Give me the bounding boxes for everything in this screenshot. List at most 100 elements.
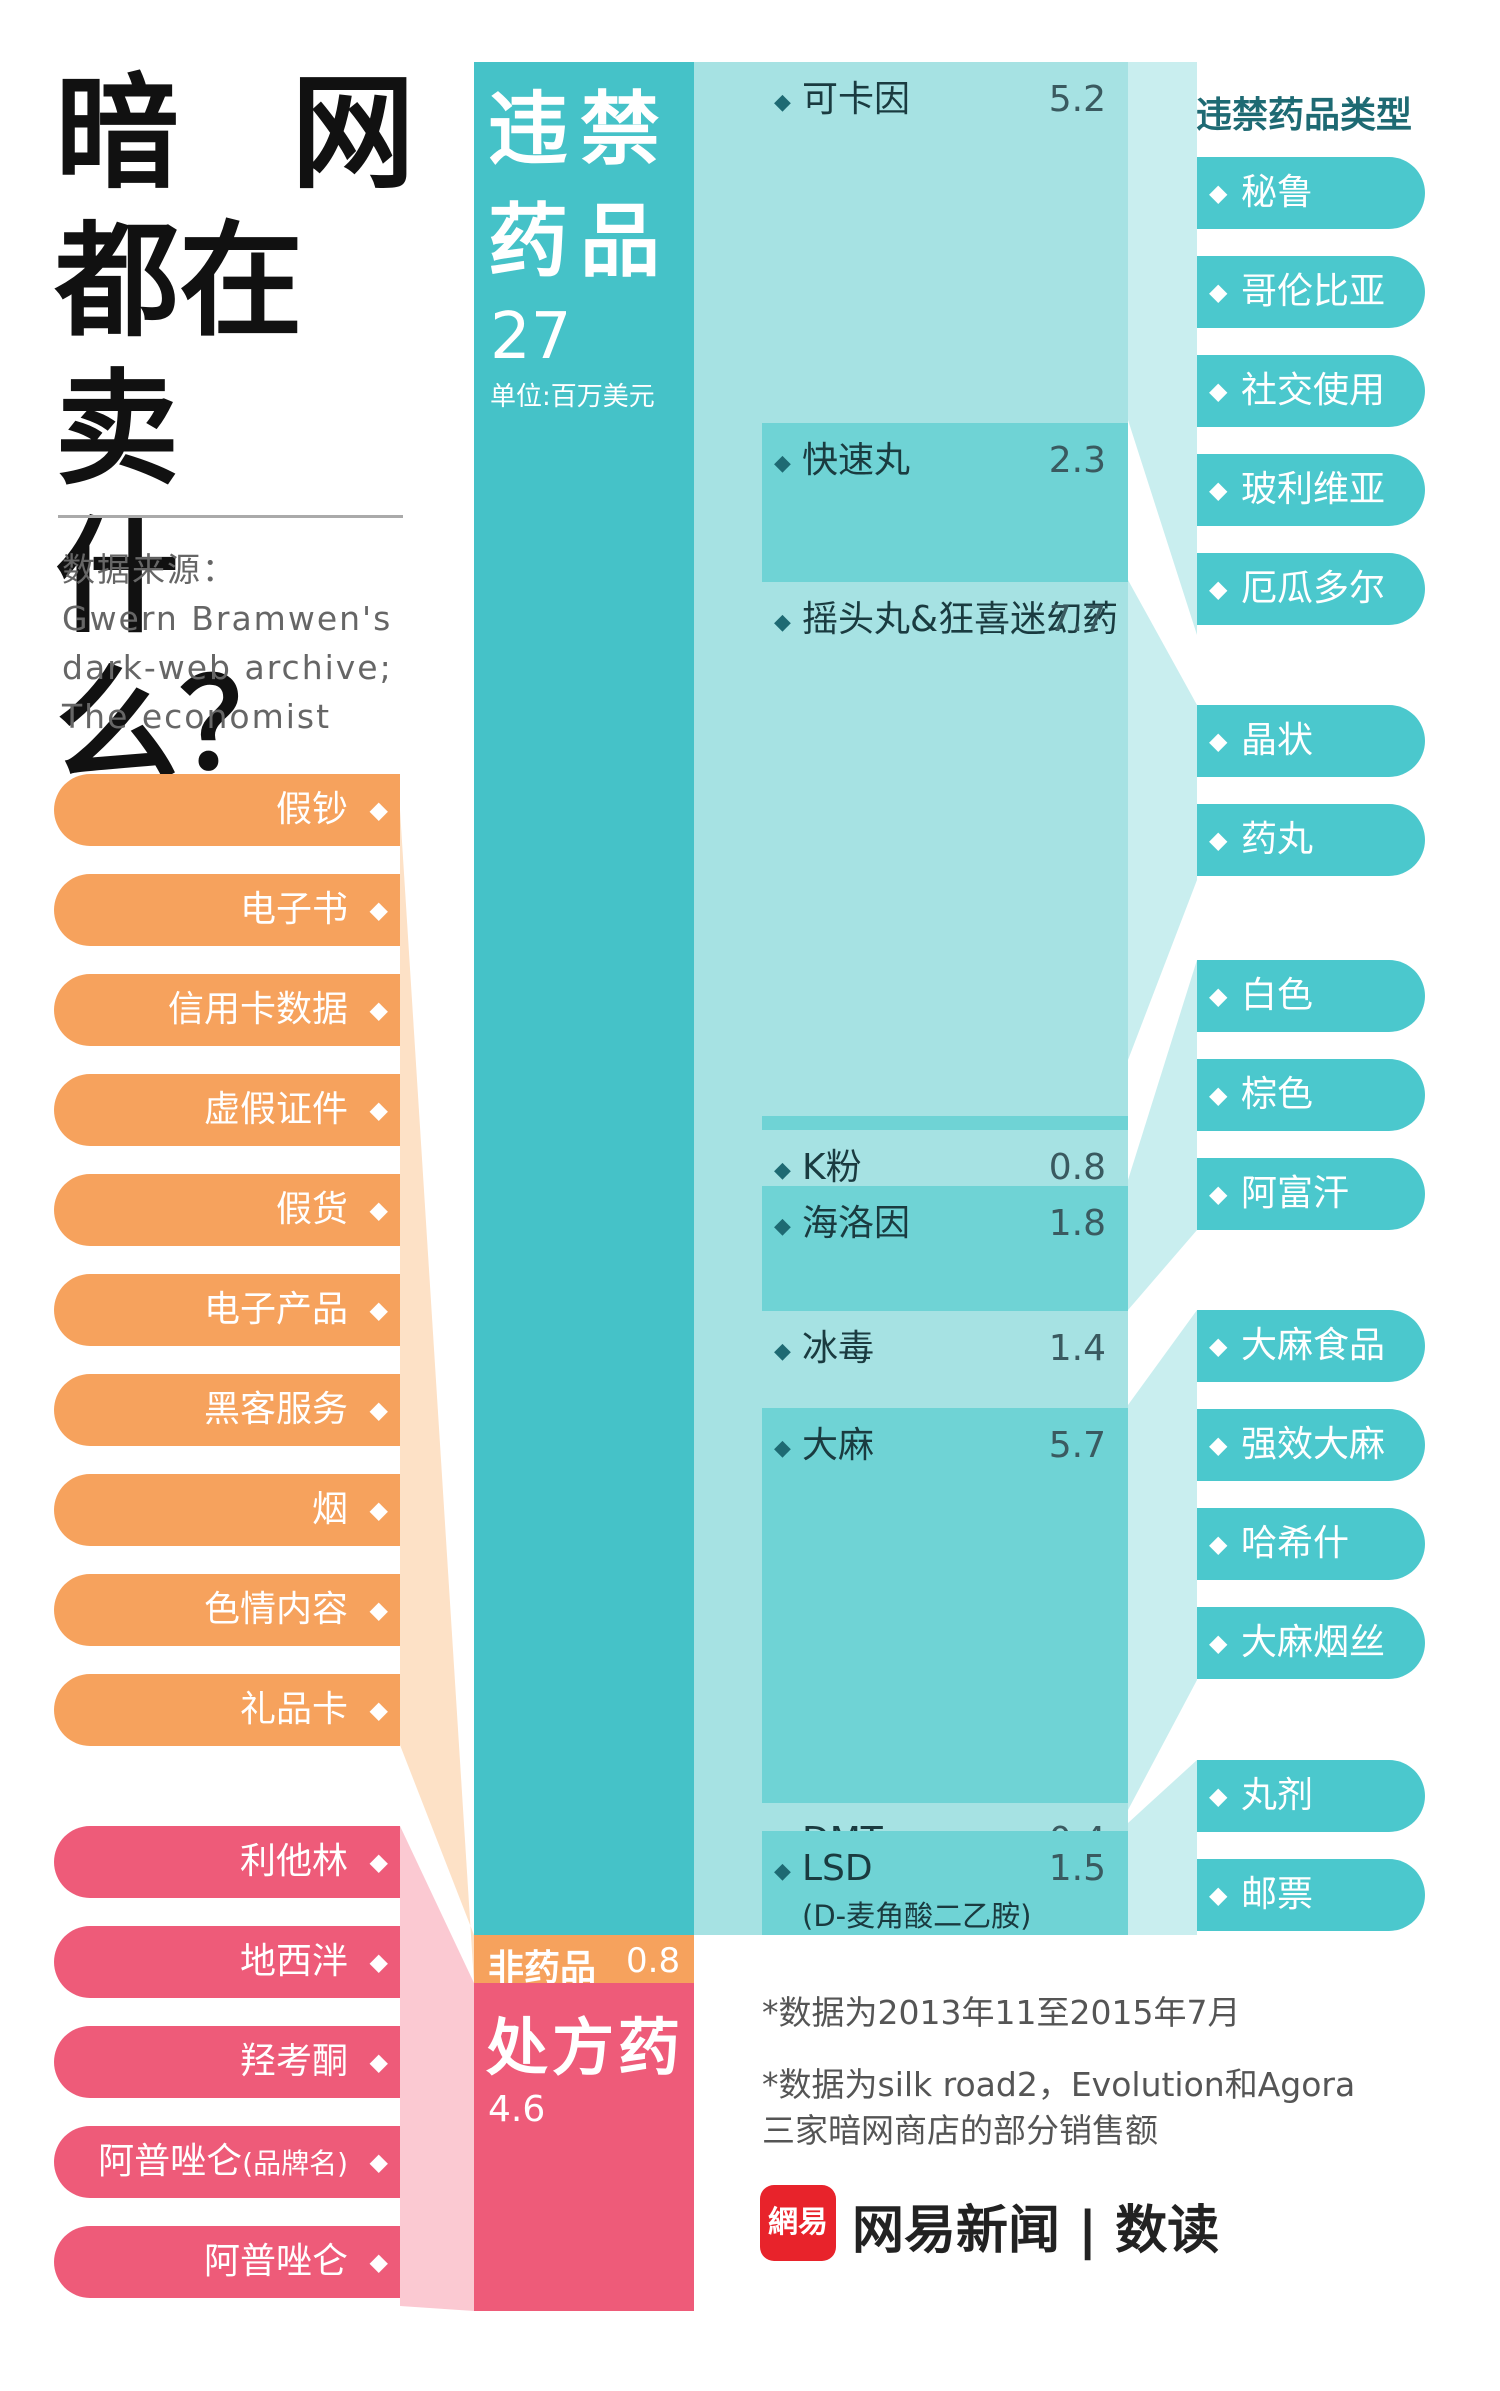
diamond-icon: ◆	[1209, 1431, 1228, 1459]
illicit-total: 27	[490, 300, 572, 374]
drug-type-item: ◆ 玻利维亚	[1197, 454, 1425, 526]
drug-name: K粉	[802, 1147, 862, 1189]
drug-value: 7.7	[1048, 599, 1106, 641]
drug-type-item: ◆ 哈希什	[1197, 1508, 1425, 1580]
drug-segment: ◆致幻蘑菇0.2	[762, 1116, 1128, 1174]
drug-type-item: ◆ 秘鲁	[1197, 157, 1425, 229]
mdma-types-connector	[1128, 580, 1197, 1060]
note-sources-1: *数据为silk road2，Evolution和Agora	[762, 2065, 1356, 2104]
drug-segment: ◆ 大麻 5.7	[762, 1407, 1128, 1804]
non-drug-item-label: 礼品卡	[239, 1689, 348, 1730]
prescription-item: 利他林 ◆	[54, 1826, 400, 1898]
illicit-title-1: 违禁	[488, 83, 672, 176]
non-drug-item: 电子产品 ◆	[54, 1274, 400, 1346]
prescription-item-label: 地西泮	[239, 1941, 348, 1982]
drug-name: 海洛因	[802, 1202, 911, 1244]
diamond-icon: ◆	[774, 1213, 791, 1239]
prescription-item: 羟考酮 ◆	[54, 2026, 400, 2098]
prescription-item: 地西泮 ◆	[54, 1926, 400, 1998]
diamond-icon: ◆	[369, 1496, 388, 1524]
note-sources-2: 三家暗网商店的部分销售额	[762, 2111, 1158, 2150]
heroin-types-connector	[1128, 960, 1197, 1310]
diamond-icon: ◆	[1209, 1629, 1228, 1657]
drug-name: 大麻	[802, 1424, 875, 1466]
nondrug-value: 0.8	[626, 1941, 681, 1981]
drug-type-label: 哥伦比亚	[1241, 271, 1386, 312]
note-period: *数据为2013年11至2015年7月	[762, 1993, 1241, 2032]
diamond-icon: ◆	[1209, 727, 1228, 755]
drug-segment: ◆ 海洛因 1.8	[762, 1185, 1128, 1311]
unit-label: 单位:百万美元	[490, 382, 655, 412]
diamond-icon: ◆	[1209, 179, 1228, 207]
non-drug-item: 虚假证件 ◆	[54, 1074, 400, 1146]
diamond-icon: ◆	[369, 1948, 388, 1976]
prescription-item: 阿普唑仑 ◆	[54, 2226, 400, 2298]
title-char-1: 暗	[55, 62, 180, 206]
non-drug-item-label: 虚假证件	[203, 1089, 348, 1130]
prescription-item-label: 阿普唑仑	[203, 2241, 348, 2282]
non-drug-item: 假钞 ◆	[54, 774, 400, 846]
nondrug-label: 非药品	[488, 1948, 597, 1989]
prescription-bar: 处方药 4.6	[474, 1983, 694, 2311]
cocaine-types-connector	[1128, 62, 1197, 635]
drug-type-item: ◆ 棕色	[1197, 1059, 1425, 1131]
drug-type-item: ◆ 阿富汗	[1197, 1158, 1425, 1230]
diamond-icon: ◆	[369, 896, 388, 924]
non-drug-item: 色情内容 ◆	[54, 1574, 400, 1646]
drug-value: 1.5	[1048, 1847, 1106, 1889]
drug-type-label: 白色	[1241, 975, 1314, 1016]
diamond-icon: ◆	[369, 1848, 388, 1876]
illicit-title-2: 药品	[488, 195, 672, 288]
diamond-icon: ◆	[369, 796, 388, 824]
non-drug-item-label: 电子产品	[203, 1289, 348, 1330]
page-title: 暗网 都在卖 什么？	[55, 60, 415, 800]
drug-type-item: ◆ 白色	[1197, 960, 1425, 1032]
prescription-connector	[400, 1826, 474, 2311]
prescription-item-label: 阿普唑仑(品牌名)	[98, 2141, 348, 2182]
drug-value: 1.4	[1048, 1327, 1106, 1369]
diamond-icon: ◆	[774, 1858, 791, 1884]
title-char-2: 网	[290, 62, 415, 206]
non-drug-item: 烟 ◆	[54, 1474, 400, 1546]
drug-value: 5.7	[1048, 1424, 1106, 1466]
drug-value: 1.8	[1048, 1202, 1106, 1244]
prescription-item: 阿普唑仑(品牌名) ◆	[54, 2126, 400, 2198]
non-drug-item-label: 黑客服务	[203, 1389, 348, 1430]
drug-type-label: 邮票	[1241, 1874, 1314, 1915]
diamond-icon: ◆	[1209, 278, 1228, 306]
diamond-icon: ◆	[369, 1096, 388, 1124]
nondrug-connector	[400, 810, 474, 1983]
drug-type-item: ◆ 厄瓜多尔	[1197, 553, 1425, 625]
drug-segment: ◆ LSD 1.5 (D-麦角酸二乙胺)	[762, 1830, 1128, 1935]
prescription-item-label: 羟考酮	[239, 2041, 348, 2082]
source-line-2: dark-web archive;	[62, 648, 393, 687]
drug-type-label: 阿富汗	[1241, 1173, 1350, 1214]
non-drug-item-label: 信用卡数据	[167, 989, 348, 1030]
cannabis-types-connector	[1128, 1310, 1197, 1810]
drug-type-label: 社交使用	[1241, 370, 1386, 411]
diamond-icon: ◆	[774, 90, 791, 115]
drug-type-item: ◆ 丸剂	[1197, 1760, 1425, 1832]
drug-type-item: ◆ 邮票	[1197, 1859, 1425, 1931]
diamond-icon: ◆	[369, 2048, 388, 2076]
drug-type-label: 晶状	[1241, 720, 1314, 761]
drug-type-item: ◆ 社交使用	[1197, 355, 1425, 427]
drug-type-label: 强效大麻	[1241, 1424, 1386, 1465]
drug-type-item: ◆ 强效大麻	[1197, 1409, 1425, 1481]
title-line-2: 都在卖	[55, 210, 304, 502]
drug-type-item: ◆ 哥伦比亚	[1197, 256, 1425, 328]
drug-name: 摇头丸&狂喜迷幻药	[802, 599, 1119, 641]
non-drug-item: 假货 ◆	[54, 1174, 400, 1246]
diamond-icon: ◆	[369, 2248, 388, 2276]
non-drug-item-label: 假钞	[275, 789, 348, 830]
drug-type-label: 哈希什	[1241, 1523, 1350, 1564]
drug-type-label: 玻利维亚	[1241, 469, 1386, 510]
diamond-icon: ◆	[1209, 1180, 1228, 1208]
drug-value: 5.2	[1048, 79, 1106, 120]
diamond-icon: ◆	[774, 610, 791, 636]
drug-segment: ◆DMT0.4(二甲基色胺)	[762, 1803, 1128, 1905]
non-drug-item: 信用卡数据 ◆	[54, 974, 400, 1046]
drug-type-label: 丸剂	[1241, 1775, 1314, 1816]
source-line-1: Gwern Bramwen's	[62, 599, 393, 638]
